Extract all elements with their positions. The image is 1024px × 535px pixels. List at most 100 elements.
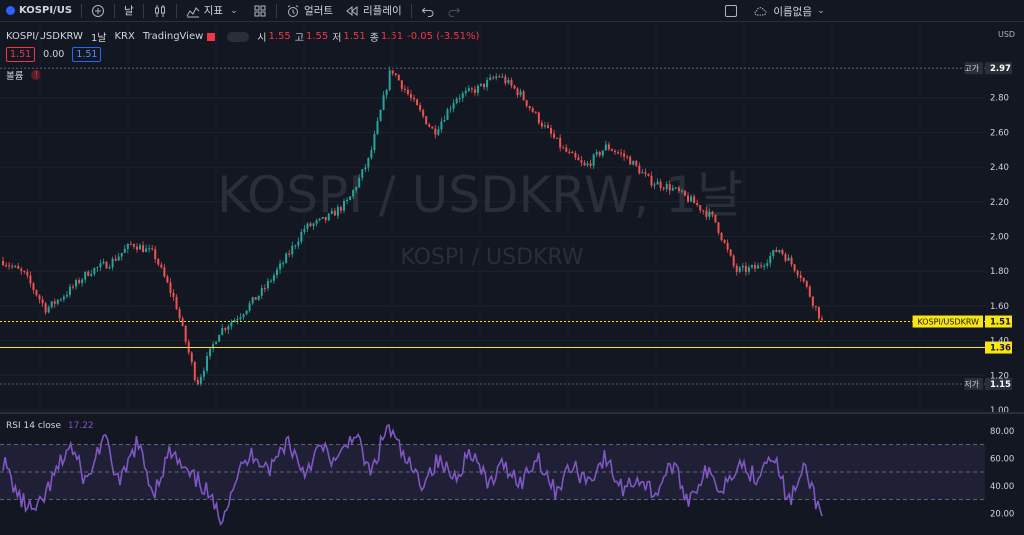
chart-type-button[interactable] xyxy=(147,0,173,22)
marker-value: 1.36 xyxy=(990,344,1011,354)
interval-button[interactable]: 날 xyxy=(124,5,134,17)
fullscreen-checkbox[interactable] xyxy=(725,5,738,17)
low-value: 1.51 xyxy=(343,31,366,42)
candle xyxy=(11,263,14,270)
candle xyxy=(233,318,236,323)
alert-button[interactable]: 얼러트 xyxy=(280,0,339,22)
candle xyxy=(342,198,345,214)
candle xyxy=(8,261,11,270)
divider xyxy=(142,3,144,18)
candle xyxy=(650,171,653,188)
candle xyxy=(248,300,251,313)
buy-button[interactable]: 1.51 xyxy=(72,47,102,62)
candle xyxy=(14,264,17,268)
candle xyxy=(550,124,553,138)
candle xyxy=(470,86,473,94)
candle xyxy=(687,191,690,204)
candle xyxy=(814,305,817,312)
price-axis[interactable]: 2.80 2.60 2.40 2.20 2.00 1.80 1.60 1.40 1.20 1.00 xyxy=(990,94,1009,416)
candle xyxy=(403,85,406,93)
symbol-logo-icon xyxy=(6,6,15,15)
indicators-button[interactable]: 지표 ⌄ xyxy=(180,0,247,22)
candle xyxy=(157,258,160,267)
candle xyxy=(257,295,260,301)
candle xyxy=(50,301,53,309)
candle xyxy=(78,277,81,285)
legend-exchange: KRX xyxy=(114,31,135,42)
candle xyxy=(586,160,589,168)
candle xyxy=(151,244,154,251)
templates-button[interactable] xyxy=(247,0,273,22)
candle xyxy=(282,261,285,268)
candle xyxy=(81,277,84,287)
candle xyxy=(766,259,769,269)
y-tick-label: 2.00 xyxy=(990,233,1009,243)
candle xyxy=(757,262,760,269)
candle xyxy=(808,284,811,298)
candle xyxy=(346,196,349,205)
candle xyxy=(419,102,422,113)
candle xyxy=(385,88,388,100)
candle xyxy=(693,194,696,204)
warning-icon[interactable]: ! xyxy=(31,70,42,80)
price-marker: KOSPI/USDKRW 1.51 xyxy=(0,315,1012,328)
candle xyxy=(132,243,135,250)
candle xyxy=(139,243,142,250)
candle xyxy=(744,261,747,276)
candle xyxy=(775,246,778,253)
candle xyxy=(227,324,230,334)
candle xyxy=(218,334,221,342)
candle xyxy=(723,238,726,244)
sell-button[interactable]: 1.51 xyxy=(6,47,36,62)
candle xyxy=(690,194,693,203)
candle xyxy=(741,262,744,272)
candle xyxy=(583,160,586,167)
close-label: 종 xyxy=(369,33,379,44)
candle xyxy=(388,66,391,92)
watermark-main: KOSPI / USDKRW, 1날 xyxy=(217,166,743,224)
candle xyxy=(665,181,668,192)
candle xyxy=(120,252,123,261)
candle xyxy=(333,208,336,216)
rsi-axis[interactable]: 80.00 60.00 40.00 20.00 xyxy=(990,427,1014,520)
candle xyxy=(711,210,714,218)
quote-box: 1.51 0.00 1.51 xyxy=(6,47,106,62)
undo-button[interactable] xyxy=(415,0,441,22)
candle xyxy=(708,208,711,220)
candle xyxy=(617,149,620,155)
candlestick-icon xyxy=(153,4,167,18)
indicators-label: 지표 xyxy=(203,5,224,17)
change-value: -0.05 (-3.51%) xyxy=(407,31,480,42)
layout-name-button[interactable]: 이름없음 xyxy=(773,5,812,18)
candle xyxy=(595,149,598,158)
candle xyxy=(720,232,723,242)
candle xyxy=(315,218,318,227)
candle xyxy=(297,237,300,250)
candle xyxy=(358,174,361,189)
compare-button[interactable] xyxy=(85,0,111,22)
price-chart[interactable]: KOSPI / USDKRW, 1날 KOSPI / USDKRW 고가 2.97… xyxy=(0,22,1024,535)
rsi-name: RSI xyxy=(6,421,21,431)
legend-toggle-pill[interactable] xyxy=(227,31,250,42)
axis-unit: USD xyxy=(998,30,1015,39)
candle xyxy=(635,159,638,167)
price-markers: 고가 2.97 KOSPI/USDKRW 1.51 1.36 저가 1.15 xyxy=(0,62,1012,390)
candle xyxy=(571,150,574,154)
candle xyxy=(245,310,248,316)
y-tick-label: 2.60 xyxy=(990,128,1009,138)
flag-icon[interactable] xyxy=(207,32,216,41)
redo-button[interactable] xyxy=(441,0,467,22)
rsi-pane xyxy=(0,423,985,527)
candle xyxy=(190,350,193,366)
candle xyxy=(32,281,35,294)
candle xyxy=(205,352,208,374)
candle xyxy=(272,272,275,284)
candle xyxy=(114,254,117,262)
replay-button[interactable]: 리플레이 xyxy=(339,0,408,22)
candle xyxy=(495,73,498,81)
candle xyxy=(90,269,93,277)
legend-symbol[interactable]: KOSPI/USDKRW xyxy=(6,31,83,42)
symbol-search-button[interactable]: KOSPI/US xyxy=(0,0,78,22)
open-value: 1.55 xyxy=(268,31,291,42)
candle xyxy=(184,325,187,345)
